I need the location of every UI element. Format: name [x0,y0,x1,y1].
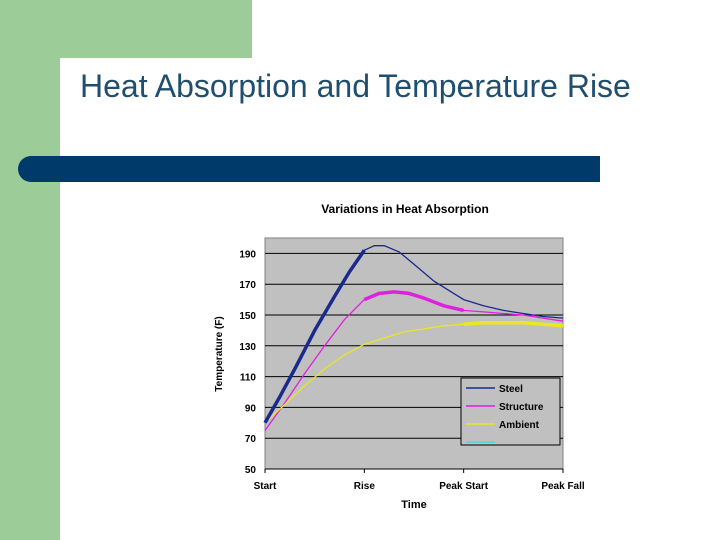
legend-label-steel: Steel [499,384,523,395]
legend-box [460,377,561,446]
y-tick-label: 70 [245,434,257,445]
y-tick-label: 130 [239,342,256,353]
legend-label-structure: Structure [499,402,544,413]
legend-label-ambient: Ambient [499,420,540,431]
y-axis-label: Temperature (F) [214,316,225,391]
series-highlight-ambient [463,320,564,328]
slide-title: Heat Absorption and Temperature Rise [80,68,631,104]
x-tick-label: Rise [354,481,376,492]
title-underline-bar [18,156,600,182]
chart: Variations in Heat Absorption 50 70 90 110 1… [200,192,610,522]
x-tick-label: Peak Start [439,481,489,492]
green-side-band [0,0,60,540]
y-tick-labels: 50 70 90 110 130 150 170 190 [239,249,256,476]
y-tick-label: 110 [240,373,257,384]
series-highlight-structure [363,290,465,313]
x-tick-labels: Start Rise Peak Start Peak Fall [254,469,585,492]
y-tick-label: 190 [239,249,256,260]
legend: Steel Structure Ambient [460,377,561,446]
series-highlight-steel [263,249,366,424]
y-tick-label: 50 [245,465,257,476]
line-chart: Variations in Heat Absorption 50 70 90 110 1… [214,202,585,511]
y-tick-label: 90 [245,403,257,414]
x-axis-label: Time [401,499,426,511]
chart-title: Variations in Heat Absorption [321,202,489,216]
x-tick-label: Start [254,481,277,492]
y-tick-label: 170 [239,280,256,291]
x-tick-label: Peak Fall [541,481,585,492]
y-tick-label: 150 [239,311,256,322]
series-lines [263,245,564,431]
